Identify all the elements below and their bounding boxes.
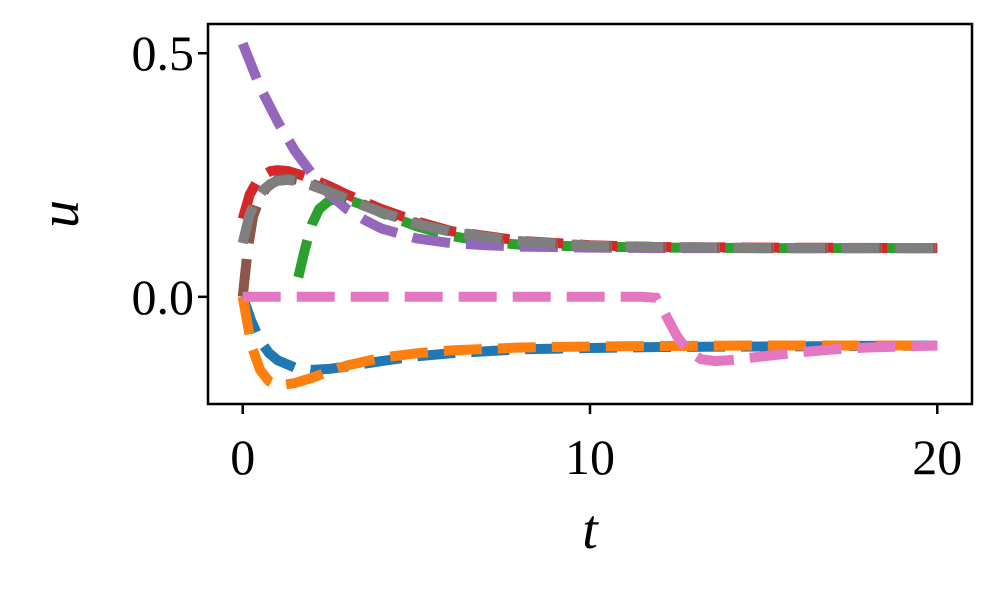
- series-line-1: [237, 295, 938, 375]
- x-tick-label: 0: [230, 429, 255, 485]
- x-tick-label: 20: [912, 429, 962, 485]
- x-tick-label: 10: [565, 429, 615, 485]
- y-axis-label: u: [29, 200, 91, 228]
- series-line-2: [237, 295, 938, 391]
- series-line-6: [237, 173, 938, 298]
- series-layer: [237, 41, 938, 391]
- series-line-8: [237, 174, 938, 254]
- tick-layer: 0 10 20 0.0 0.5: [132, 25, 963, 485]
- series-line-5: [238, 41, 938, 254]
- y-tick-label: 0.0: [132, 269, 195, 325]
- y-tick-label: 0.5: [132, 25, 195, 81]
- series-line-7: [242, 291, 938, 367]
- x-axis-label: t: [582, 499, 599, 561]
